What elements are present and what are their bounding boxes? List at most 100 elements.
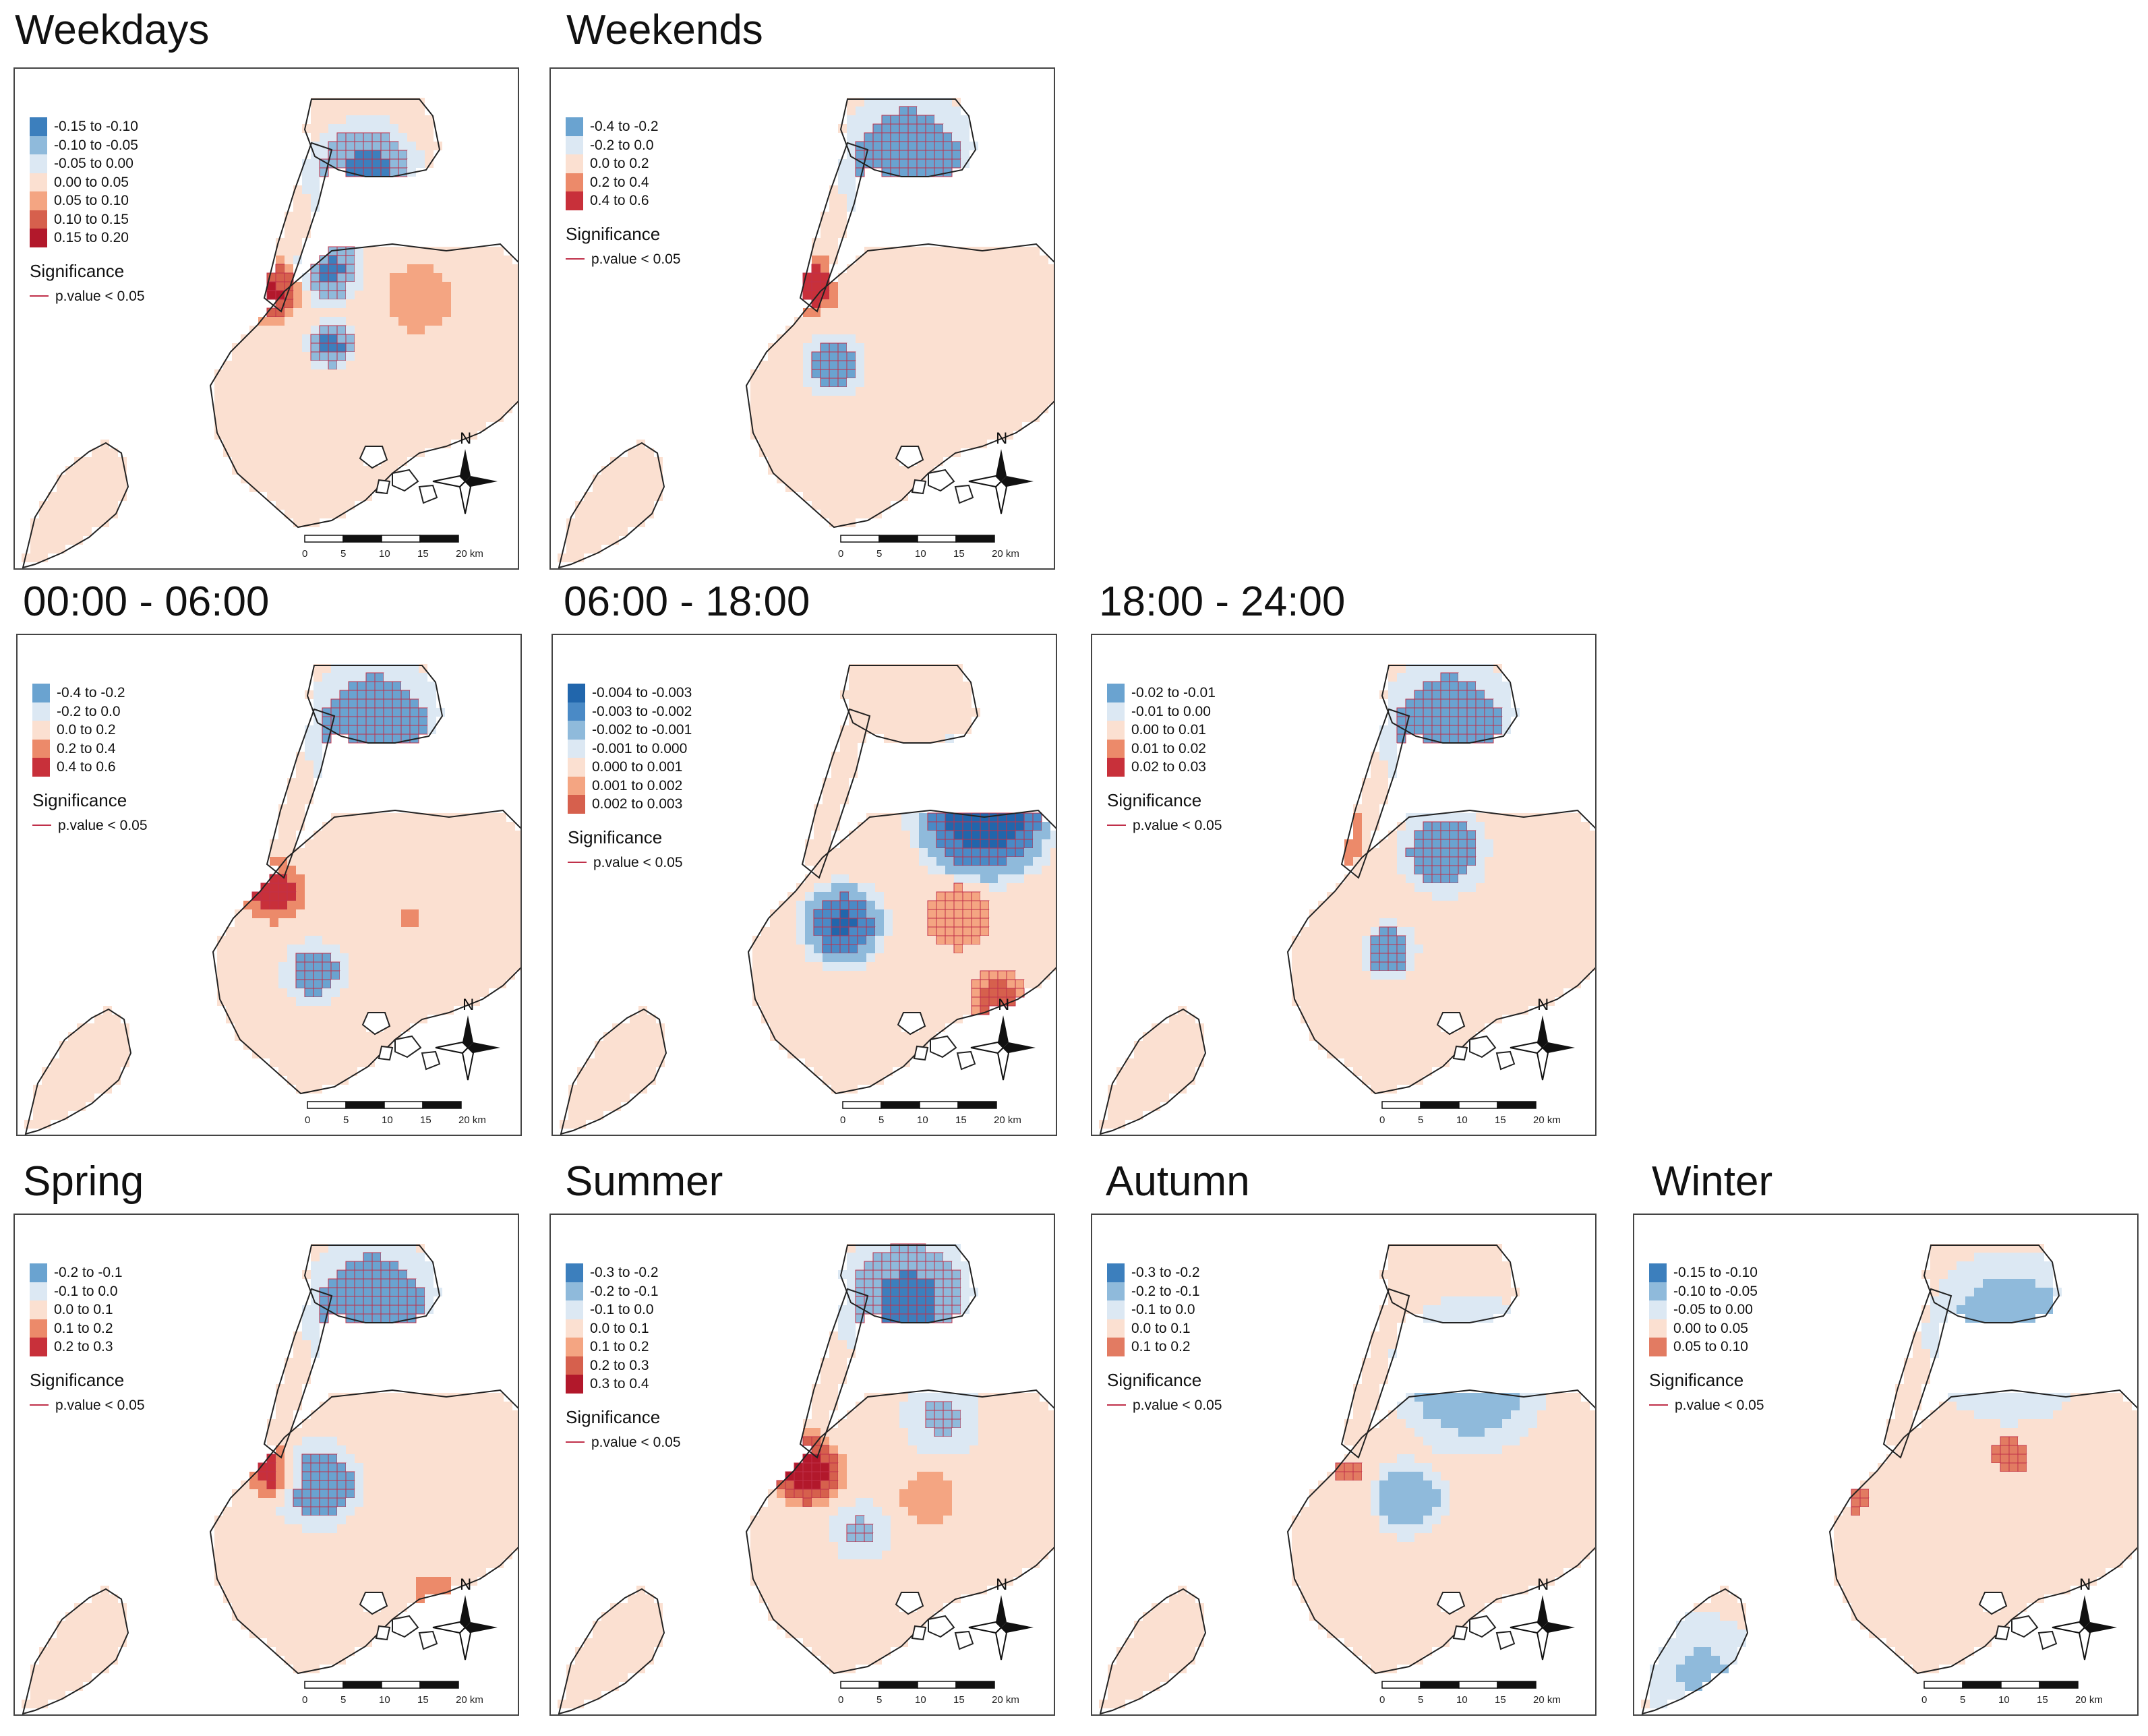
grid-cell bbox=[987, 317, 996, 326]
grid-cell bbox=[480, 953, 489, 962]
grid-cell bbox=[486, 343, 495, 352]
grid-cell bbox=[296, 997, 305, 1006]
grid-cell bbox=[814, 883, 823, 892]
grid-cell bbox=[1022, 396, 1031, 405]
grid-cell bbox=[477, 369, 486, 378]
grid-cell bbox=[311, 98, 320, 107]
grid-cell bbox=[1502, 682, 1511, 690]
grid-cell bbox=[901, 997, 910, 1006]
grid-cell bbox=[434, 396, 442, 405]
grid-cell bbox=[463, 839, 471, 848]
grid-cell bbox=[864, 466, 873, 475]
grid-cell bbox=[1040, 291, 1048, 299]
grid-cell bbox=[829, 422, 838, 431]
grid-cell bbox=[858, 866, 866, 874]
grid-cell bbox=[1353, 909, 1362, 918]
grid-cell bbox=[787, 945, 796, 953]
grid-cell bbox=[875, 980, 884, 988]
grid-cell bbox=[495, 369, 504, 378]
grid-cell bbox=[1015, 953, 1024, 962]
grid-cell bbox=[823, 839, 831, 848]
grid-cell bbox=[1362, 796, 1371, 804]
grid-cell bbox=[77, 1094, 86, 1102]
grid-cell bbox=[1449, 672, 1459, 682]
grid-cell bbox=[1050, 874, 1056, 883]
grid-cell bbox=[1458, 716, 1468, 726]
grid-cells bbox=[1099, 664, 1595, 1129]
grid-cell bbox=[823, 883, 831, 892]
grid-cell bbox=[340, 822, 349, 831]
grid-cell bbox=[515, 874, 520, 883]
grid-cell bbox=[884, 1032, 893, 1041]
grid-cell bbox=[919, 708, 928, 717]
grid-cell bbox=[305, 997, 314, 1006]
grid-cell bbox=[814, 1050, 823, 1058]
grid-cell bbox=[936, 926, 946, 936]
grid-cell bbox=[427, 988, 436, 997]
grid-cell bbox=[980, 883, 989, 892]
grid-cell bbox=[1502, 857, 1511, 866]
grid-cell bbox=[761, 980, 770, 988]
grid-cell bbox=[287, 822, 296, 831]
grid-cell bbox=[33, 1102, 42, 1111]
grid-cell bbox=[1344, 936, 1353, 945]
scale-tick-label: 15 bbox=[953, 548, 965, 560]
grid-cell bbox=[340, 945, 349, 953]
grid-cell bbox=[770, 927, 779, 936]
grid-cell bbox=[866, 874, 875, 883]
grid-cell bbox=[477, 334, 486, 343]
grid-cell bbox=[963, 717, 972, 725]
grid-cell bbox=[258, 457, 267, 466]
grid-cell bbox=[322, 970, 332, 980]
grid-cell bbox=[601, 475, 610, 483]
grid-cell bbox=[934, 141, 944, 151]
grid-cell bbox=[243, 901, 252, 909]
grid-cell bbox=[1406, 901, 1414, 909]
legend-swatch bbox=[30, 154, 47, 173]
grid-cell bbox=[68, 1076, 77, 1085]
grid-cell bbox=[340, 673, 349, 682]
grid-cell bbox=[328, 378, 337, 387]
grid-cell bbox=[814, 1015, 823, 1023]
grid-cell bbox=[822, 909, 832, 919]
grid-cell bbox=[603, 1094, 612, 1102]
grid-cell bbox=[636, 492, 645, 501]
grid-cell bbox=[1493, 725, 1503, 735]
grid-cell bbox=[978, 431, 987, 440]
grid-cell bbox=[989, 909, 998, 918]
grid-cell bbox=[313, 988, 323, 998]
grid-cell bbox=[856, 396, 864, 405]
grid-cell bbox=[512, 326, 518, 334]
grid-cell bbox=[407, 440, 416, 448]
grid-cell bbox=[996, 317, 1005, 326]
grid-cell bbox=[919, 988, 928, 997]
grid-cell bbox=[226, 945, 235, 953]
grid-cell bbox=[803, 317, 812, 326]
grid-cell bbox=[384, 831, 392, 839]
grid-cell bbox=[340, 953, 349, 962]
grid-cell bbox=[811, 351, 821, 361]
grid-cell bbox=[313, 970, 323, 980]
grid-cell bbox=[831, 909, 841, 919]
grid-cell bbox=[943, 326, 952, 334]
grid-cell bbox=[893, 822, 901, 831]
grid-cell bbox=[925, 115, 935, 125]
grid-cell bbox=[252, 927, 261, 936]
grid-cell bbox=[917, 299, 926, 308]
grid-cell bbox=[840, 1015, 849, 1023]
grid-cell bbox=[363, 413, 372, 422]
grid-cell bbox=[593, 518, 601, 527]
grid-cell bbox=[882, 343, 891, 352]
grid-cell bbox=[103, 1023, 112, 1032]
grid-cell bbox=[331, 1023, 340, 1032]
grid-cell bbox=[873, 326, 882, 334]
grid-cell bbox=[1563, 883, 1572, 892]
legend-entry: -0.4 to -0.2 bbox=[32, 684, 148, 702]
grid-cell bbox=[436, 997, 445, 1006]
grid-cell bbox=[267, 387, 276, 396]
grid-cell bbox=[331, 839, 340, 848]
legend-label: 0.002 to 0.003 bbox=[592, 796, 683, 812]
grid-cell bbox=[498, 857, 506, 866]
grid-cell bbox=[366, 839, 375, 848]
grid-cell bbox=[1511, 874, 1520, 883]
